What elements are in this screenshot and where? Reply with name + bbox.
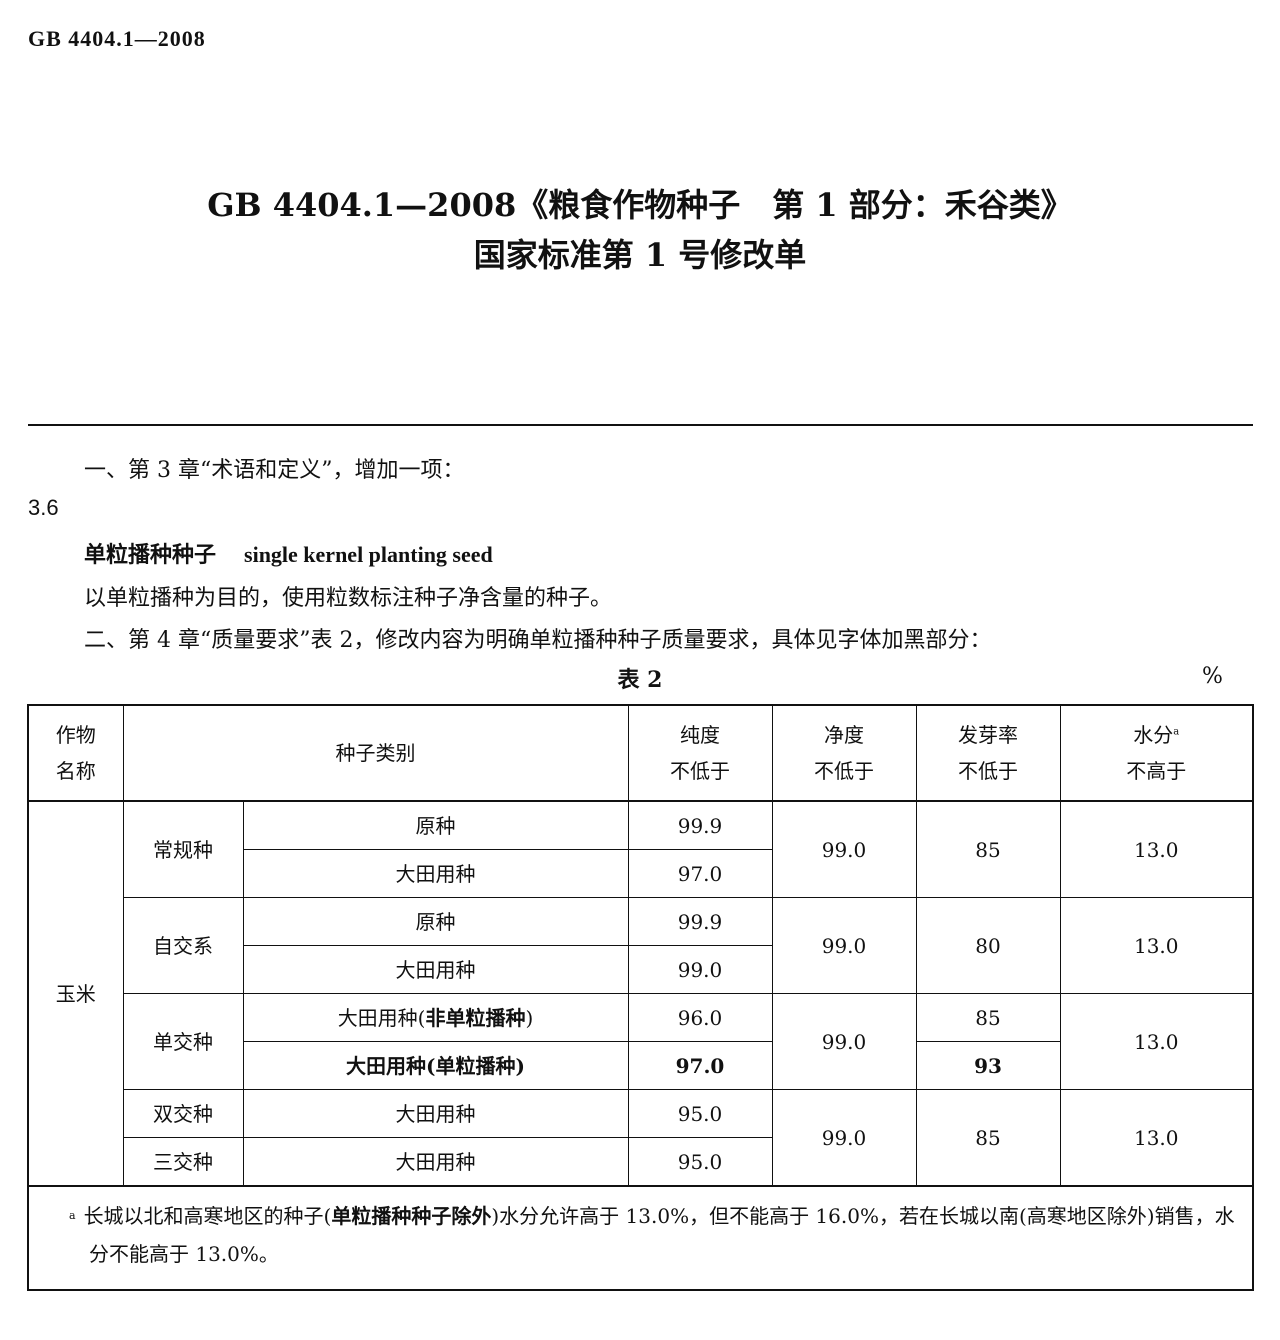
header-row: 作物 名称 种子类别 纯度 不低于 净度 不低于 发芽率 不低于 水分a 不高于 [27,704,1254,802]
table-row: 自交系 原种 99.9 99.0 80 13.0 [28,897,1254,994]
table-caption: 表 2 [617,667,663,693]
purity-cell: 96.0 [627,993,773,1042]
class-cell: 大田用种(单粒播种) [242,1041,629,1090]
footnote-text: )水分允许高于 13.0%，但不能高于 16.0%，若在长城以南(高寒地区除外)… [89,1204,1235,1266]
type-cell: 常规种 [122,800,244,898]
paragraph-2: 二、第 4 章“质量要求”表 2，修改内容为明确单粒播种种子质量要求，具体见字体… [84,628,992,653]
germination-cell: 93 [915,1041,1061,1090]
cleanliness-cell: 99.0 [771,800,917,898]
divider [28,424,1253,426]
cleanliness-cell: 99.0 [771,897,917,994]
class-cell: 大田用种 [242,1137,629,1187]
cleanliness-cell: 99.0 [771,1089,917,1187]
class-cell: 原种 [242,800,629,850]
purity-cell: 97.0 [627,1041,773,1090]
purity-cell: 95.0 [627,1089,773,1138]
table-row: 玉米 常规种 原种 99.9 99.0 85 13.0 [27,800,1254,1187]
purity-cell: 95.0 [627,1137,773,1187]
term: 单粒播种种子 single kernel planting seed [84,537,493,569]
moisture-cell: 13.0 [1059,800,1254,898]
table-unit: % [1202,664,1223,689]
header-purity: 纯度 不低于 [627,704,773,802]
moisture-cell: 13.0 [1059,897,1254,994]
class-text: 大田用种( [337,1005,426,1030]
type-cell: 双交种 [122,1089,244,1138]
moisture-cell: 13.0 [1059,993,1254,1090]
definition: 以单粒播种为目的，使用粒数标注种子净含量的种子。 [84,586,613,611]
moisture-cell: 13.0 [1059,1089,1254,1187]
table-row: 双交种 大田用种 95.0 99.0 85 13.0 [28,1089,1254,1187]
class-cell: 大田用种 [242,1089,629,1138]
table-row: 大田用种 97.0 [28,849,1253,898]
class-cell: 大田用种(非单粒播种) [242,993,629,1042]
class-cell: 原种 [242,897,629,946]
term-zh: 单粒播种种子 [84,542,217,568]
header-germination: 发芽率 不低于 [915,704,1061,802]
footnote-bold: 单粒播种种子除外 [331,1204,492,1228]
type-cell: 自交系 [122,897,244,994]
type-cell: 三交种 [122,1137,244,1187]
cleanliness-cell: 99.0 [771,993,917,1090]
moisture-label: 水分 [1133,723,1174,747]
moisture-sub: 不高于 [1126,759,1187,783]
purity-cell: 99.9 [627,800,773,850]
crop-cell: 玉米 [27,800,124,1187]
footnote-row: a 长城以北和高寒地区的种子(单粒播种种子除外)水分允许高于 13.0%，但不能高… [27,1185,1254,1291]
class-text: ) [525,1005,534,1030]
germination-cell: 85 [915,1089,1061,1187]
germination-cell: 85 [915,993,1061,1042]
germination-cell: 80 [915,897,1061,994]
footnote-ref: a [1173,726,1180,738]
footnote-text: 长城以北和高寒地区的种子( [83,1204,332,1228]
purity-cell: 99.9 [627,897,773,946]
clause-number: 3.6 [28,495,59,520]
header-category: 种子类别 [122,704,629,802]
class-cell: 大田用种 [242,945,629,994]
header-cleanliness: 净度 不低于 [771,704,917,802]
paragraph-1: 一、第 3 章“术语和定义”，增加一项： [84,458,465,483]
document-id: GB 4404.1—2008 [28,26,206,51]
purity-cell: 97.0 [627,849,773,898]
term-en: single kernel planting seed [244,542,493,567]
title-line-2: 国家标准第 1 号修改单 [473,236,807,274]
header-moisture: 水分a 不高于 [1059,704,1254,802]
table-row: 单交种 大田用种(非单粒播种) 96.0 99.0 85 13.0 [28,993,1254,1090]
class-text-bold: 非单粒播种 [425,1005,526,1030]
class-cell: 大田用种 [242,849,629,898]
germination-cell: 85 [915,800,1061,898]
quality-table: 作物 名称 种子类别 纯度 不低于 净度 不低于 发芽率 不低于 水分a 不高于 … [27,704,1254,1291]
type-cell: 单交种 [122,993,244,1090]
header-crop: 作物 名称 [27,704,124,802]
footnote-mark: a [69,1209,76,1222]
table-row: 三交种 大田用种 95.0 [28,1137,1253,1187]
footnote: a 长城以北和高寒地区的种子(单粒播种种子除外)水分允许高于 13.0%，但不能高… [27,1185,1254,1291]
title-line-1: GB 4404.1—2008《粮食作物种子 第 1 部分：禾谷类》 [207,186,1073,224]
purity-cell: 99.0 [627,945,773,994]
